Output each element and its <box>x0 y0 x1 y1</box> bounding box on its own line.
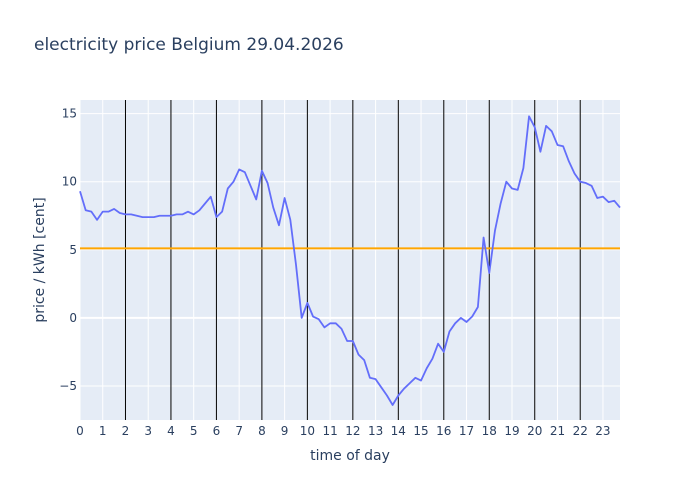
x-tick-label: 23 <box>595 424 610 438</box>
x-tick-labels: 0 1 2 3 4 5 6 7 8 9 10 11 12 13 14 15 16 17 18 19 20 21 22 23 <box>76 424 610 438</box>
x-axis-title: time of day <box>310 448 390 464</box>
x-tick-label: 2 <box>122 424 130 438</box>
x-tick-label: 21 <box>550 424 565 438</box>
y-tick-labels: −5 0 5 10 15 <box>59 107 77 393</box>
series-line <box>79 115 621 406</box>
x-tick-label: 10 <box>300 424 315 438</box>
x-tick-label: 3 <box>144 424 152 438</box>
x-tick-label: 8 <box>258 424 266 438</box>
y-tick-label: 15 <box>62 107 77 121</box>
x-tick-label: 12 <box>345 424 360 438</box>
x-tick-label: 16 <box>436 424 451 438</box>
x-tick-label: 9 <box>281 424 289 438</box>
x-tick-label: 17 <box>459 424 474 438</box>
x-tick-label: 7 <box>235 424 243 438</box>
y-tick-label: 5 <box>69 243 77 257</box>
x-tick-label: 1 <box>99 424 107 438</box>
x-tick-label: 14 <box>391 424 406 438</box>
x-tick-label: 20 <box>527 424 542 438</box>
x-tick-label: 13 <box>368 424 383 438</box>
vertical-lines <box>124 100 581 420</box>
x-tick-label: 0 <box>76 424 84 438</box>
y-tick-label: 0 <box>69 311 77 325</box>
x-tick-label: 4 <box>167 424 175 438</box>
x-tick-label: 19 <box>504 424 519 438</box>
y-tick-label: 10 <box>62 175 77 189</box>
chart-title: electricity price Belgium 29.04.2026 <box>34 35 344 55</box>
x-tick-label: 6 <box>213 424 221 438</box>
y-tick-label: −5 <box>59 379 77 393</box>
x-tick-label: 15 <box>413 424 428 438</box>
x-tick-label: 22 <box>573 424 588 438</box>
x-tick-label: 5 <box>190 424 198 438</box>
series-group <box>79 115 621 406</box>
plot-area <box>80 100 620 420</box>
x-tick-label: 18 <box>482 424 497 438</box>
x-tick-label: 11 <box>322 424 337 438</box>
y-axis-title: price / kWh [cent] <box>32 197 48 322</box>
